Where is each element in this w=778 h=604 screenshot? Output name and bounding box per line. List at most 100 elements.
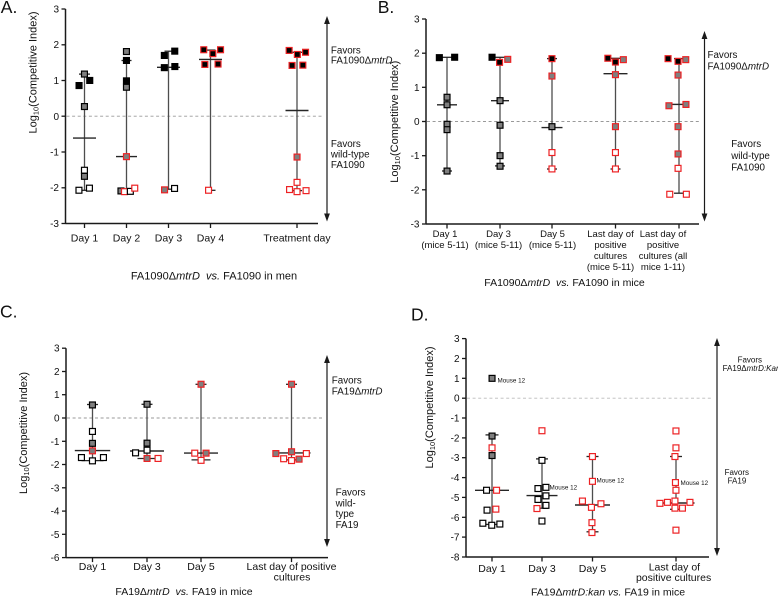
svg-text:FA1090ΔmtrD: FA1090ΔmtrD (331, 56, 393, 67)
svg-text:3: 3 (454, 334, 460, 345)
svg-text:0: 0 (454, 394, 460, 405)
svg-text:Favors: Favors (731, 139, 761, 150)
svg-text:FA1090ΔmtrD: FA1090ΔmtrD (708, 62, 770, 73)
svg-text:2: 2 (414, 49, 420, 60)
svg-text:Day 3: Day 3 (486, 229, 511, 240)
svg-text:Last day of: Last day of (649, 561, 700, 573)
svg-text:(mice 5-11): (mice 5-11) (529, 240, 576, 251)
svg-text:Log10(Competitive Index): Log10(Competitive Index) (18, 372, 31, 494)
svg-text:-3: -3 (51, 483, 60, 494)
svg-text:1: 1 (54, 390, 60, 401)
svg-text:Log10(Competitive Index): Log10(Competitive Index) (424, 346, 437, 468)
svg-text:Day 4: Day 4 (197, 233, 225, 245)
svg-text:C.: C. (0, 302, 18, 322)
svg-text:Day 5: Day 5 (540, 229, 565, 240)
svg-text:0: 0 (54, 414, 60, 425)
svg-text:-8: -8 (451, 553, 460, 564)
svg-text:Day 3: Day 3 (528, 563, 556, 575)
svg-text:-3: -3 (411, 220, 420, 231)
svg-text:Day 5: Day 5 (579, 563, 607, 575)
svg-text:3: 3 (54, 344, 60, 355)
svg-text:Day 1: Day 1 (478, 563, 506, 575)
svg-text:1: 1 (414, 83, 420, 94)
svg-text:-6: -6 (451, 513, 460, 524)
svg-text:-1: -1 (411, 151, 420, 162)
svg-text:Favors: Favors (725, 468, 749, 477)
svg-text:0: 0 (414, 117, 420, 128)
svg-text:(mice 5-11): (mice 5-11) (475, 240, 522, 251)
svg-text:Favors: Favors (336, 488, 366, 499)
svg-text:cultures (all: cultures (all (639, 251, 688, 262)
svg-text:-3: -3 (50, 219, 59, 230)
svg-text:Day 5: Day 5 (187, 561, 215, 573)
svg-text:-1: -1 (50, 148, 59, 159)
svg-text:(mice 5-11): (mice 5-11) (587, 262, 634, 273)
svg-text:Mouse 12: Mouse 12 (550, 485, 578, 492)
svg-text:0: 0 (53, 112, 59, 123)
svg-text:wild-: wild- (335, 498, 356, 509)
svg-text:1: 1 (454, 374, 460, 385)
svg-text:A.: A. (1, 0, 18, 17)
svg-text:-7: -7 (451, 533, 460, 544)
svg-text:Favors: Favors (738, 356, 762, 365)
svg-text:-5: -5 (451, 493, 460, 504)
svg-text:-2: -2 (451, 433, 460, 444)
svg-text:Mouse 12: Mouse 12 (498, 378, 526, 385)
svg-text:2: 2 (54, 367, 60, 378)
svg-text:Day 3: Day 3 (155, 233, 183, 245)
svg-text:D.: D. (411, 305, 429, 325)
svg-text:FA19ΔmtrD vs. FA19 in mice: FA19ΔmtrD vs. FA19 in mice (115, 586, 252, 598)
svg-text:FA1090: FA1090 (731, 162, 765, 173)
svg-text:-6: -6 (51, 553, 60, 564)
svg-text:-2: -2 (51, 460, 60, 471)
svg-text:-2: -2 (411, 185, 420, 196)
svg-text:Favors: Favors (331, 46, 361, 57)
svg-text:Last day of positive: Last day of positive (247, 561, 337, 573)
svg-text:FA1090ΔmtrD vs. FA1090 in men: FA1090ΔmtrD vs. FA1090 in men (131, 271, 297, 283)
svg-text:2: 2 (53, 40, 59, 51)
svg-text:Treatment day: Treatment day (263, 233, 331, 245)
svg-text:type: type (336, 509, 355, 520)
svg-text:3: 3 (53, 5, 59, 16)
svg-text:Day 2: Day 2 (113, 233, 141, 245)
svg-text:FA19: FA19 (336, 520, 359, 531)
svg-text:-1: -1 (451, 414, 460, 425)
svg-text:FA19ΔmtrD:Kan: FA19ΔmtrD:Kan (723, 364, 778, 373)
svg-text:cultures: cultures (274, 571, 311, 583)
svg-text:FA19ΔmtrD:kan vs. FA19 in mice: FA19ΔmtrD:kan vs. FA19 in mice (531, 587, 685, 599)
svg-text:Day 1: Day 1 (433, 229, 458, 240)
svg-text:-3: -3 (451, 453, 460, 464)
svg-text:Mouse 12: Mouse 12 (681, 480, 709, 487)
svg-text:Favors: Favors (708, 50, 738, 61)
svg-text:FA19ΔmtrD: FA19ΔmtrD (332, 387, 383, 398)
svg-text:wild-type: wild-type (330, 150, 370, 161)
svg-text:3: 3 (414, 15, 420, 26)
svg-text:Day 1: Day 1 (79, 561, 107, 573)
svg-text:-5: -5 (51, 530, 60, 541)
svg-text:(mice 5-11): (mice 5-11) (421, 240, 468, 251)
svg-text:Day 3: Day 3 (133, 561, 161, 573)
svg-text:B.: B. (378, 0, 395, 17)
svg-text:positive: positive (594, 240, 626, 251)
svg-text:1: 1 (53, 76, 59, 87)
svg-text:FA19: FA19 (728, 477, 747, 486)
svg-text:-2: -2 (50, 183, 59, 194)
svg-text:-4: -4 (451, 473, 460, 484)
svg-text:-1: -1 (51, 437, 60, 448)
svg-text:positive cultures: positive cultures (636, 572, 711, 584)
svg-text:wild-type: wild-type (730, 151, 770, 162)
svg-text:Log10(Competitive Index): Log10(Competitive Index) (28, 11, 41, 133)
svg-text:cultures: cultures (594, 251, 628, 262)
svg-text:Last day of: Last day of (640, 229, 687, 240)
svg-text:mice 1-11): mice 1-11) (641, 262, 685, 273)
svg-text:Day 1: Day 1 (71, 233, 99, 245)
svg-text:Log10(Competitive Index): Log10(Competitive Index) (389, 61, 402, 183)
svg-text:-4: -4 (51, 507, 60, 518)
svg-text:positive: positive (647, 240, 679, 251)
svg-text:FA1090: FA1090 (331, 160, 365, 171)
svg-text:Mouse 12: Mouse 12 (597, 478, 625, 485)
svg-text:Last day of: Last day of (587, 229, 634, 240)
svg-text:2: 2 (454, 354, 460, 365)
svg-text:FA1090ΔmtrD vs. FA1090 in mic: FA1090ΔmtrD vs. FA1090 in mice (484, 277, 645, 289)
svg-text:Favors: Favors (331, 139, 361, 150)
